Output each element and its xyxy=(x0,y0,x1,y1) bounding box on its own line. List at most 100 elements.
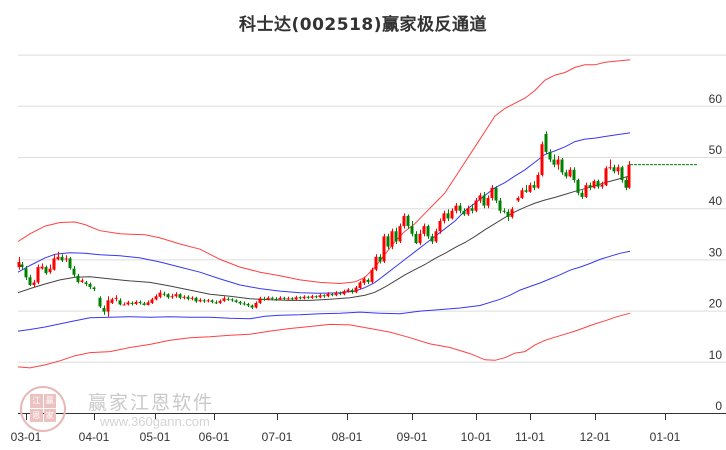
candle xyxy=(250,304,254,310)
x-tick-label: 10-01 xyxy=(461,430,492,444)
candle xyxy=(528,182,532,193)
candle xyxy=(24,266,28,280)
candle xyxy=(318,293,322,299)
candle xyxy=(258,296,262,304)
candle xyxy=(390,228,394,250)
candle xyxy=(262,296,266,301)
candle xyxy=(52,254,56,271)
candle xyxy=(624,177,628,191)
candle xyxy=(138,300,142,305)
grid-lines xyxy=(18,54,726,363)
candle xyxy=(370,267,374,284)
candle xyxy=(378,254,382,264)
candle xyxy=(342,289,346,296)
candle xyxy=(422,223,426,237)
candle xyxy=(282,296,286,301)
y-tick-label: 10 xyxy=(709,348,723,362)
candle xyxy=(426,224,430,239)
candle xyxy=(222,296,226,302)
candle xyxy=(150,297,154,304)
candle xyxy=(402,213,406,229)
candle xyxy=(174,292,178,298)
band-lower-outer xyxy=(17,312,631,369)
candle xyxy=(88,282,92,290)
candle xyxy=(234,299,238,303)
candle xyxy=(238,300,242,305)
band-upper-inner xyxy=(17,132,631,294)
candle xyxy=(486,195,490,209)
candle xyxy=(17,256,21,270)
candle xyxy=(206,298,210,303)
candle xyxy=(36,264,40,284)
candle xyxy=(68,256,72,270)
candle xyxy=(482,191,486,209)
candle xyxy=(374,254,378,272)
candle xyxy=(48,264,52,274)
candle xyxy=(178,293,182,300)
candle xyxy=(110,297,114,304)
candlesticks xyxy=(17,131,631,317)
candle xyxy=(560,158,564,175)
candle xyxy=(314,295,318,299)
candle xyxy=(242,301,246,306)
candle xyxy=(186,295,190,301)
candle xyxy=(588,182,592,191)
candle xyxy=(92,286,96,292)
candle xyxy=(474,197,478,213)
candle xyxy=(466,205,470,216)
candle xyxy=(442,210,446,224)
candle xyxy=(540,141,544,177)
candle xyxy=(122,302,126,306)
candle xyxy=(494,186,498,204)
candle xyxy=(28,274,32,287)
candle xyxy=(72,266,76,278)
candle xyxy=(414,231,418,245)
candle xyxy=(32,279,36,288)
candle xyxy=(20,261,24,270)
candle xyxy=(418,229,422,246)
candle xyxy=(274,297,278,301)
candle xyxy=(430,233,434,245)
candle xyxy=(410,221,414,237)
candle xyxy=(520,187,524,199)
candle xyxy=(290,297,294,301)
candle xyxy=(40,263,44,270)
x-tick-label: 05-01 xyxy=(140,430,171,444)
candle xyxy=(450,208,454,220)
x-tick-label: 12-01 xyxy=(580,430,611,444)
candle xyxy=(218,299,222,304)
y-tick-label: 20 xyxy=(709,297,723,311)
candle xyxy=(226,297,230,301)
x-tick-label: 09-01 xyxy=(397,430,428,444)
candle xyxy=(306,295,310,299)
candle xyxy=(596,179,600,189)
candle xyxy=(532,181,536,191)
candle xyxy=(568,167,572,178)
candle xyxy=(354,286,358,294)
y-tick-label: 30 xyxy=(709,245,723,259)
candle xyxy=(182,295,186,300)
candle xyxy=(286,296,290,300)
candle xyxy=(198,298,202,303)
candle xyxy=(580,190,584,199)
y-tick-label: 0 xyxy=(715,399,722,413)
candle xyxy=(470,204,474,214)
candle xyxy=(382,233,386,263)
candle xyxy=(134,300,138,305)
candle xyxy=(584,182,588,198)
candle xyxy=(130,301,134,306)
candle xyxy=(498,197,502,214)
candle xyxy=(154,294,158,301)
x-tick-label: 11-01 xyxy=(515,430,545,444)
candle xyxy=(44,265,48,275)
y-tick-label: 40 xyxy=(709,194,723,208)
candle xyxy=(202,298,206,303)
candle xyxy=(627,161,631,189)
candle xyxy=(326,292,330,298)
candle xyxy=(572,167,576,183)
candle xyxy=(362,276,366,285)
candle xyxy=(322,294,326,298)
candle xyxy=(366,278,370,284)
candle xyxy=(80,278,84,283)
